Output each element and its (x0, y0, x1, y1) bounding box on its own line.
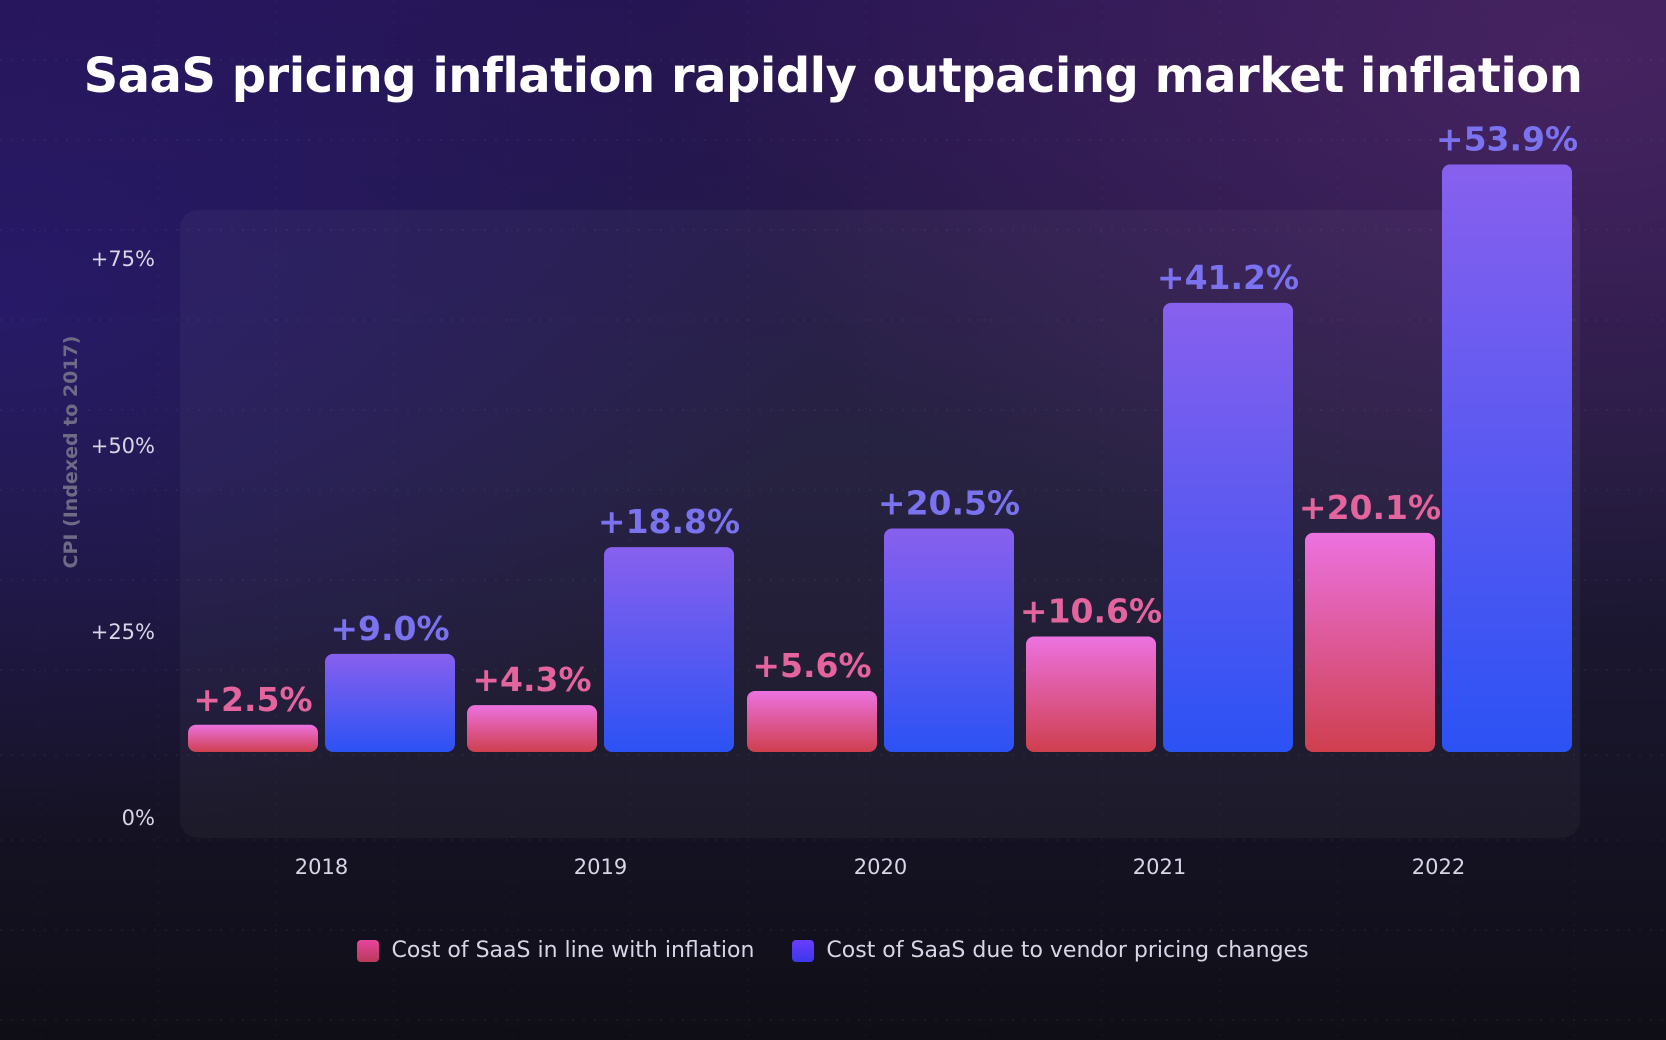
data-label-inflation-2019: +4.3% (472, 660, 591, 699)
legend-swatch-pink (357, 939, 380, 962)
y-tick-label: +50% (91, 434, 155, 458)
y-tick-label: 0% (122, 806, 155, 830)
bar-vendor-2022 (1442, 164, 1572, 753)
bar-vendor-2019 (604, 547, 734, 752)
data-label-vendor-2021: +41.2% (1157, 258, 1299, 297)
data-label-vendor-2019: +18.8% (598, 502, 740, 541)
x-tick-label: 2019 (574, 855, 627, 879)
x-tick-label: 2021 (1133, 855, 1186, 879)
bar-inflation-2019 (467, 705, 597, 752)
y-tick-label: +25% (91, 620, 155, 644)
bar-vendor-2020 (884, 528, 1014, 752)
bar-vendor-2021 (1163, 302, 1293, 752)
legend-swatch-blue (792, 939, 815, 962)
x-tick-label: 2020 (854, 855, 907, 879)
x-tick-label: 2018 (295, 855, 348, 879)
data-label-vendor-2022: +53.9% (1436, 119, 1578, 158)
chart-title: SaaS pricing inflation rapidly outpacing… (83, 48, 1583, 104)
bar-inflation-2018 (188, 724, 318, 752)
bar-vendor-2018 (325, 653, 455, 752)
data-label-inflation-2022: +20.1% (1299, 488, 1441, 527)
legend-item-inflation: Cost of SaaS in line with inflation (357, 938, 754, 963)
legend: Cost of SaaS in line with inflation Cost… (0, 938, 1666, 963)
data-label-inflation-2018: +2.5% (193, 680, 312, 719)
data-label-vendor-2018: +9.0% (330, 609, 449, 648)
legend-label-vendor: Cost of SaaS due to vendor pricing chang… (826, 938, 1309, 963)
bar-inflation-2022 (1305, 532, 1435, 752)
legend-label-inflation: Cost of SaaS in line with inflation (391, 938, 755, 963)
legend-item-vendor: Cost of SaaS due to vendor pricing chang… (792, 938, 1309, 963)
bar-inflation-2021 (1026, 636, 1156, 752)
y-tick-label: +75% (91, 247, 155, 271)
data-label-inflation-2020: +5.6% (752, 646, 871, 685)
data-label-inflation-2021: +10.6% (1020, 591, 1162, 630)
x-tick-label: 2022 (1412, 855, 1465, 879)
bar-inflation-2020 (747, 690, 877, 752)
data-label-vendor-2020: +20.5% (878, 484, 1020, 523)
